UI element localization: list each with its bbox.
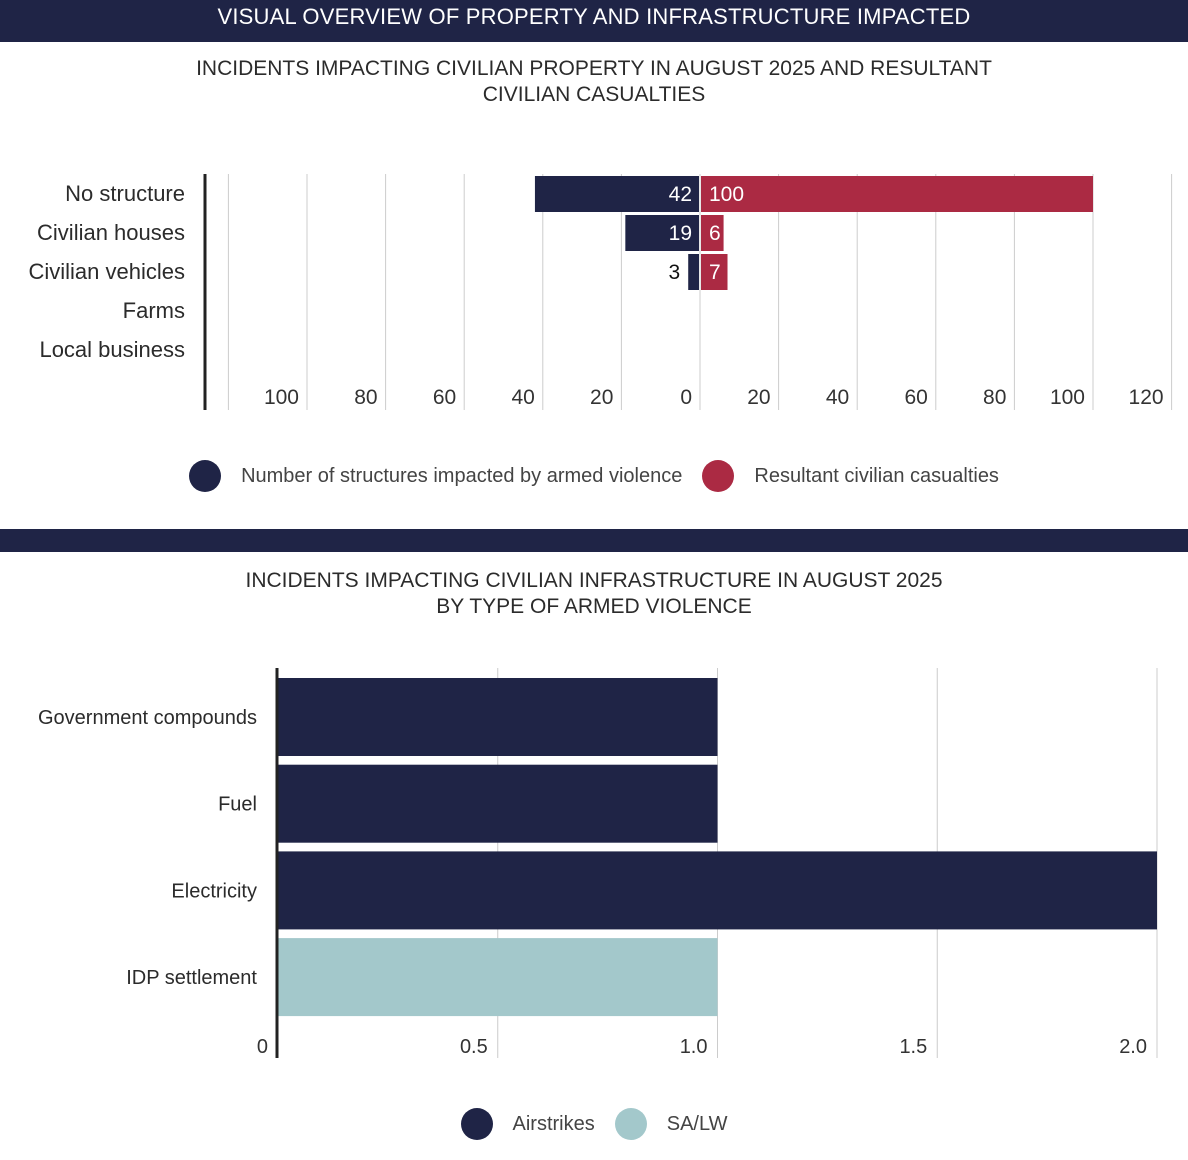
chart2-x-tick-label: 1.5 xyxy=(899,1036,927,1058)
chart2-bar-airstrikes xyxy=(278,678,718,756)
chart1-x-tick-label: 60 xyxy=(904,386,927,409)
chart2-category-label: Electricity xyxy=(171,880,257,902)
chart1-x-tick-label: 20 xyxy=(747,386,770,409)
chart2-x-tick-label: 0.5 xyxy=(460,1036,488,1058)
chart2-legend: Airstrikes SA/LW xyxy=(0,1108,1188,1140)
chart1-x-tick-label: 100 xyxy=(1050,386,1085,409)
chart1-data-label-structures: 42 xyxy=(669,183,692,206)
legend-swatch-navy xyxy=(189,460,222,492)
legend-item-structures: Number of structures impacted by armed v… xyxy=(189,460,682,492)
chart1-x-tick-label: 40 xyxy=(826,386,849,409)
chart1-legend: Number of structures impacted by armed v… xyxy=(0,460,1188,492)
chart1-x-tick-label: 20 xyxy=(590,386,613,409)
chart1-data-label-structures: 19 xyxy=(669,222,692,245)
legend-item-casualties: Resultant civilian casualties xyxy=(702,460,999,492)
page-title: VISUAL OVERVIEW OF PROPERTY AND INFRASTR… xyxy=(217,4,971,29)
chart2-bar-airstrikes xyxy=(278,764,718,843)
chart1-bar-structures xyxy=(625,215,699,251)
chart1-data-label-casualties: 7 xyxy=(709,261,721,284)
chart1-title-line-1: INCIDENTS IMPACTING CIVILIAN PROPERTY IN… xyxy=(196,57,992,80)
chart2-x-tick-label: 1.0 xyxy=(680,1036,708,1058)
chart2-bar-airstrikes xyxy=(278,851,1157,930)
chart1-category-label: Civilian houses xyxy=(37,220,185,245)
chart1-x-tick-label: 80 xyxy=(983,386,1006,409)
legend-label-airstrikes: Airstrikes xyxy=(512,1112,595,1135)
header-band: VISUAL OVERVIEW OF PROPERTY AND INFRASTR… xyxy=(0,0,1188,42)
chart1-bar-structures xyxy=(688,254,699,290)
chart2-category-label: Fuel xyxy=(218,794,257,816)
chart1-x-tick-label: 60 xyxy=(433,386,456,409)
chart2-x-tick-label: 2.0 xyxy=(1119,1036,1147,1058)
legend-label-salw: SA/LW xyxy=(666,1112,728,1135)
chart2-title: INCIDENTS IMPACTING CIVILIAN INFRASTRUCT… xyxy=(0,568,1188,620)
chart1-x-tick-label: 80 xyxy=(354,386,377,409)
chart2-title-line-1: INCIDENTS IMPACTING CIVILIAN INFRASTRUCT… xyxy=(245,569,943,592)
legend-item-salw: SA/LW xyxy=(614,1108,728,1140)
chart2-bar-salw xyxy=(278,938,718,1017)
chart1-x-tick-label: 100 xyxy=(264,386,299,409)
chart1-category-label: No structure xyxy=(65,181,185,206)
chart1-data-label-structures: 3 xyxy=(669,261,681,284)
chart1-bar-casualties xyxy=(701,176,1093,212)
chart2-x-tick-label: 0 xyxy=(257,1036,268,1058)
chart1-category-label: Civilian vehicles xyxy=(28,259,185,284)
chart1-x-tick-label: 0 xyxy=(680,386,692,409)
chart2-category-label: IDP settlement xyxy=(126,967,257,989)
legend-swatch-red xyxy=(702,460,735,492)
legend-label-structures: Number of structures impacted by armed v… xyxy=(241,464,683,487)
chart1-title: INCIDENTS IMPACTING CIVILIAN PROPERTY IN… xyxy=(0,56,1188,108)
chart1-data-label-casualties: 100 xyxy=(709,183,744,206)
chart1-data-label-casualties: 6 xyxy=(709,222,721,245)
chart2-title-line-2: BY TYPE OF ARMED VIOLENCE xyxy=(436,595,752,618)
legend-label-casualties: Resultant civilian casualties xyxy=(754,464,999,487)
chart1-title-line-2: CIVILIAN CASUALTIES xyxy=(482,83,706,106)
legend-item-airstrikes: Airstrikes xyxy=(460,1108,595,1140)
chart1-bar-casualties xyxy=(701,215,724,251)
property-chart: No structure Civilian houses Civilian vehi… xyxy=(28,174,1173,410)
chart2-category-label: Government compounds xyxy=(38,707,257,729)
chart1-bar-structures xyxy=(534,176,699,212)
section-divider xyxy=(0,529,1188,552)
infrastructure-chart: Government compounds Fuel Electricity IDP s… xyxy=(38,668,1158,1058)
chart1-x-tick-label: 120 xyxy=(1129,386,1164,409)
legend-swatch-salw xyxy=(614,1108,647,1140)
chart1-x-tick-label: 40 xyxy=(511,386,534,409)
legend-swatch-airstrikes xyxy=(460,1108,493,1140)
chart1-category-label: Local business xyxy=(39,337,185,362)
chart1-bar-casualties xyxy=(701,254,728,290)
chart1-category-label: Farms xyxy=(123,298,185,323)
